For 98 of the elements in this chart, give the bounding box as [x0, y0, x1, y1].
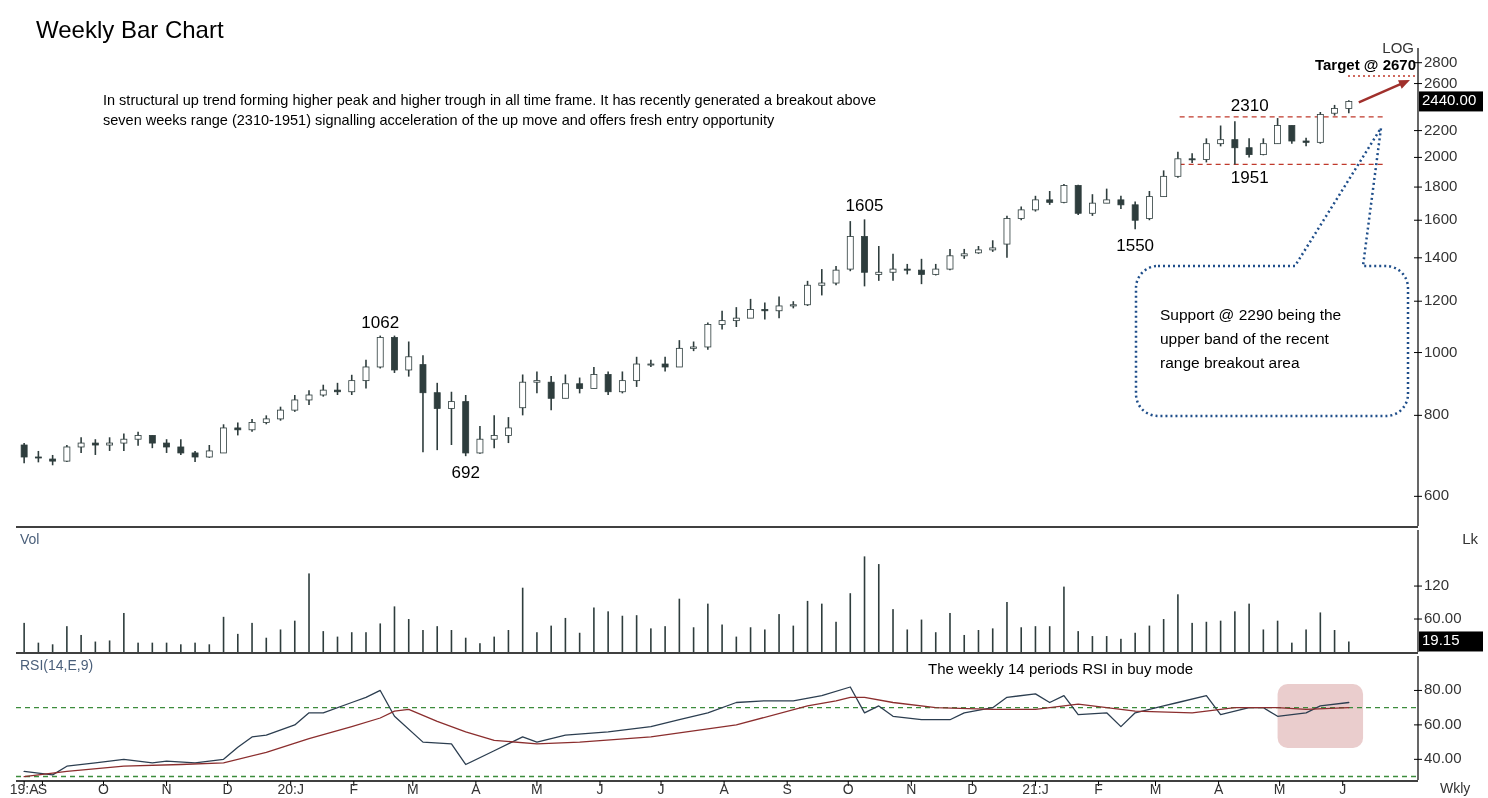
candlestick: [1245, 137, 1253, 159]
x-tick-label: F: [349, 781, 359, 797]
candlestick: [718, 309, 726, 331]
x-tick-label: D: [222, 781, 233, 797]
candlestick: [1174, 151, 1182, 179]
x-tick-label: J: [596, 781, 604, 797]
candlestick: [633, 355, 641, 388]
y-tick-label: 1000: [1424, 342, 1458, 360]
candlestick: [1188, 152, 1196, 164]
y-tick-label: 60.00: [1424, 609, 1462, 626]
x-tick-label: J: [657, 781, 665, 797]
x-tick-label: O: [842, 781, 854, 797]
candlestick: [604, 370, 612, 396]
candlestick: [433, 382, 441, 451]
candlestick: [405, 340, 413, 378]
candlestick: [1202, 137, 1210, 164]
annotation: In structural up trend forming higher peak and higher trough in all time frame. It has recently generated a breakout above seven weeks range (2310-1951) signalling acceleration of the up move and offers fresh entry opportunity: [103, 92, 876, 128]
candlestick: [804, 280, 811, 307]
candlestick: [448, 390, 455, 446]
x-tick-label: 21:J: [1022, 781, 1049, 797]
candlestick: [889, 253, 897, 282]
x-tick-label: 20:J: [277, 781, 304, 797]
candlestick: [1160, 169, 1168, 198]
annotation: 1605: [845, 196, 884, 216]
candlestick: [1089, 193, 1096, 217]
candlestick: [818, 268, 826, 297]
candlestick: [675, 339, 683, 368]
candlestick: [348, 373, 356, 396]
ref-line-label: 1951: [1230, 168, 1269, 188]
annotation: Support @ 2290 being the upper band of the recent range breakout area: [1160, 306, 1342, 371]
candlestick: [747, 298, 754, 319]
x-tick-label: A: [1213, 781, 1224, 797]
x-tick-label: A: [719, 781, 730, 797]
candlestick: [1231, 120, 1239, 166]
y-tick-label: 1200: [1424, 291, 1458, 309]
annotation: The weekly 14 periods RSI in buy mode: [928, 660, 1194, 677]
x-tick-label: M: [1273, 781, 1286, 797]
candlestick: [1217, 124, 1225, 148]
candlestick: [704, 321, 712, 351]
candlestick: [1274, 117, 1281, 145]
annotation: 1062: [361, 312, 400, 332]
chart-title: Weekly Bar Chart: [36, 16, 224, 43]
candlestick: [1288, 124, 1296, 145]
x-tick-label: M: [1149, 781, 1162, 797]
candlestick: [918, 258, 925, 285]
candlestick: [490, 414, 498, 449]
y-tick-label: 2000: [1424, 147, 1458, 165]
candlestick: [875, 245, 883, 282]
y-tick-label: 2200: [1424, 120, 1458, 138]
candlestick: [832, 265, 840, 287]
x-tick-label: S: [37, 781, 48, 797]
x-tick-label: 19:A: [9, 781, 40, 797]
x-tick-label: S: [782, 781, 792, 797]
candlestick: [547, 375, 555, 411]
x-tick-label: N: [906, 781, 917, 797]
x-axis-title: Wkly: [1440, 780, 1471, 796]
text: 2440.00: [1422, 91, 1477, 109]
candlestick: [562, 373, 569, 400]
candlestick: [775, 295, 783, 319]
y-tick-label: 2800: [1424, 52, 1458, 70]
y-tick-label: 2600: [1424, 73, 1458, 91]
y-axis-title: Lk: [1462, 530, 1479, 547]
x-tick-label: A: [471, 781, 482, 797]
y-tick-label: 80.00: [1424, 680, 1462, 698]
x-tick-label: O: [98, 781, 110, 797]
y-tick-label: 40.00: [1424, 749, 1462, 767]
candlestick: [590, 366, 598, 390]
y-tick-label: 600: [1424, 486, 1450, 504]
y-tick-label: 1600: [1424, 210, 1458, 228]
text: 19.15: [1422, 631, 1460, 649]
y-tick-label: 120: [1424, 576, 1450, 594]
ref-line-label: Target @ 2670: [1314, 56, 1416, 74]
annotation: LOG: [1382, 39, 1414, 56]
x-tick-label: M: [406, 781, 419, 797]
x-tick-label: M: [531, 781, 543, 797]
candlestick: [234, 421, 242, 437]
chart-title: Vol: [20, 531, 40, 547]
annotation: 692: [451, 463, 480, 483]
annotation: 1550: [1116, 236, 1155, 256]
ref-line-label: 2310: [1230, 95, 1269, 115]
candlestick: [362, 358, 370, 390]
candlestick: [533, 370, 541, 395]
x-tick-label: N: [161, 781, 172, 797]
candlestick: [1146, 190, 1153, 222]
x-tick-label: D: [967, 781, 978, 797]
candlestick: [1131, 200, 1139, 230]
y-tick-label: 800: [1424, 405, 1450, 423]
candlestick: [732, 306, 740, 328]
candlestick: [618, 370, 626, 395]
y-tick-label: 1400: [1424, 247, 1458, 265]
x-tick-label: F: [1094, 781, 1103, 797]
candlestick: [476, 425, 484, 455]
candlestick: [761, 301, 769, 321]
y-tick-label: 60.00: [1424, 714, 1462, 732]
chart-title: RSI(14,E,9): [20, 657, 94, 673]
candlestick: [505, 416, 512, 444]
y-tick-label: 1800: [1424, 177, 1458, 195]
candlestick: [20, 442, 28, 464]
